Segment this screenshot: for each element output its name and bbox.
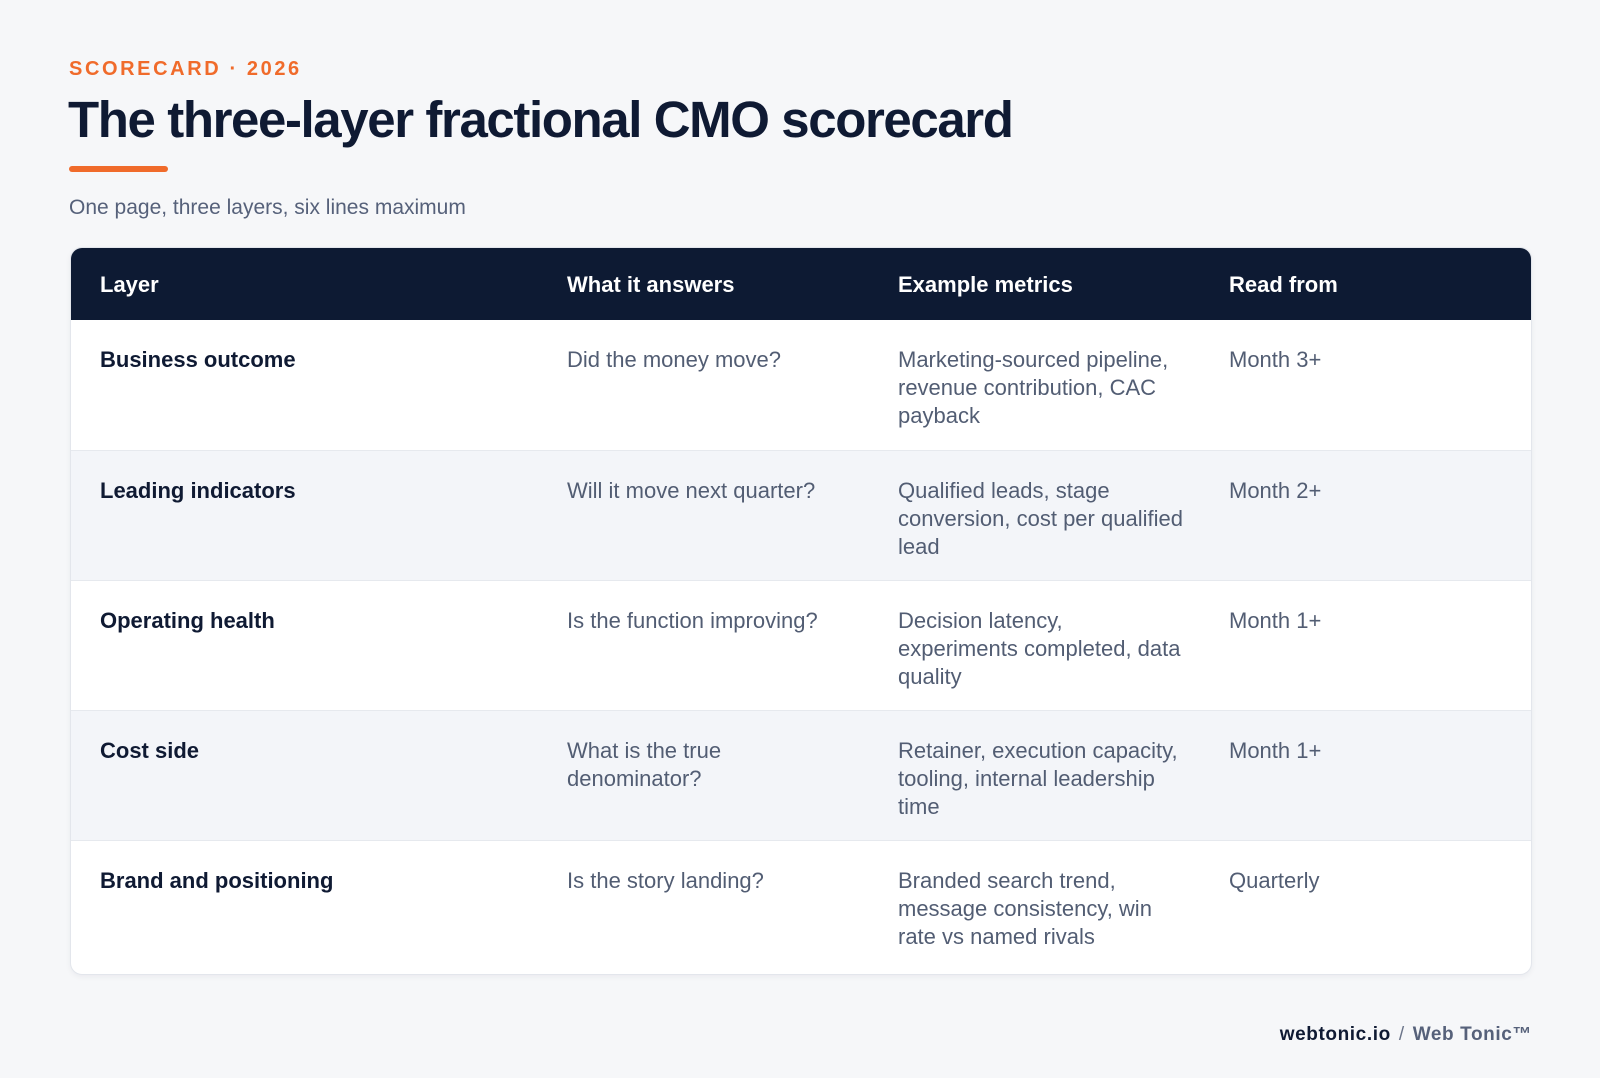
cell-what-it-answers: Will it move next quarter?: [567, 478, 816, 503]
cell-read-from: Month 3+: [1229, 347, 1322, 372]
cell-example-metrics: Decision latency, experiments completed,…: [898, 608, 1181, 689]
page-subtitle: One page, three layers, six lines maximu…: [69, 196, 466, 219]
cell-layer: Operating health: [100, 608, 275, 633]
cell-layer: Brand and positioning: [100, 868, 334, 893]
column-header-layer: Layer: [100, 272, 159, 297]
cell-read-from: Month 1+: [1229, 738, 1322, 763]
table-header: Layer What it answers Example metrics Re…: [71, 248, 1531, 320]
scorecard-table: Layer What it answers Example metrics Re…: [70, 247, 1532, 975]
footer-credit: webtonic.io / Web Tonic™: [1280, 1024, 1532, 1046]
cell-what-it-answers: Is the story landing?: [567, 868, 764, 893]
cell-example-metrics: Retainer, execution capacity, tooling, i…: [898, 738, 1178, 819]
table-body: Business outcome Did the money move? Mar…: [71, 320, 1531, 970]
column-header-what-it-answers: What it answers: [567, 272, 735, 297]
table-row: Leading indicators Will it move next qua…: [71, 450, 1531, 580]
column-header-example-metrics: Example metrics: [898, 272, 1073, 297]
cell-what-it-answers: What is the true denominator?: [567, 738, 722, 791]
table-row: Operating health Is the function improvi…: [71, 580, 1531, 710]
cell-what-it-answers: Did the money move?: [567, 347, 781, 372]
column-header-read-from: Read from: [1229, 272, 1338, 297]
table-row: Business outcome Did the money move? Mar…: [71, 320, 1531, 450]
cell-read-from: Month 2+: [1229, 478, 1322, 503]
footer-brand: Web Tonic™: [1412, 1024, 1532, 1045]
cell-layer: Business outcome: [100, 347, 296, 372]
cell-what-it-answers: Is the function improving?: [567, 608, 818, 633]
title-accent-rule: [69, 166, 168, 172]
cell-layer: Cost side: [100, 738, 200, 763]
cell-layer: Leading indicators: [100, 478, 296, 503]
table-row: Cost side What is the true denominator? …: [71, 710, 1531, 840]
footer-domain: webtonic.io: [1279, 1024, 1391, 1045]
cell-read-from: Month 1+: [1229, 608, 1322, 633]
cell-example-metrics: Qualified leads, stage conversion, cost …: [898, 478, 1183, 559]
eyebrow-label: SCORECARD · 2026: [69, 58, 302, 80]
table-row: Brand and positioning Is the story landi…: [71, 840, 1531, 970]
cell-example-metrics: Marketing-sourced pipeline, revenue cont…: [898, 347, 1169, 428]
cell-example-metrics: Branded search trend, message consistenc…: [898, 868, 1152, 949]
cell-read-from: Quarterly: [1229, 868, 1320, 893]
page-title: The three-layer fractional CMO scorecard: [68, 91, 1014, 148]
footer-separator: /: [1398, 1024, 1405, 1045]
